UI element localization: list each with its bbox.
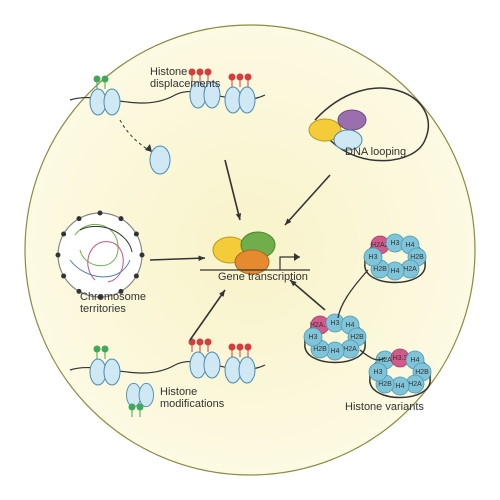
svg-text:H3: H3 (374, 369, 383, 376)
svg-text:H2A: H2A (343, 346, 357, 353)
svg-text:modifications: modifications (160, 398, 225, 410)
svg-text:Histone variants: Histone variants (345, 401, 424, 413)
svg-text:H4: H4 (346, 322, 355, 329)
svg-text:H2B: H2B (378, 381, 392, 388)
svg-text:H3: H3 (309, 334, 318, 341)
svg-text:territories: territories (80, 303, 126, 315)
svg-text:Histone: Histone (160, 386, 197, 398)
svg-text:H4: H4 (391, 268, 400, 275)
diagram-container: { "canvas": { "w": 500, "h": 500, "bg": … (0, 0, 500, 500)
svg-text:H4: H4 (331, 348, 340, 355)
svg-text:DNA looping: DNA looping (345, 146, 406, 158)
svg-text:H2B: H2B (313, 346, 327, 353)
svg-text:displacements: displacements (150, 78, 221, 90)
svg-text:H4: H4 (411, 357, 420, 364)
svg-text:H2A: H2A (403, 266, 417, 273)
svg-text:H2A: H2A (408, 381, 422, 388)
svg-text:H2B: H2B (373, 266, 387, 273)
svg-text:H4: H4 (396, 383, 405, 390)
svg-text:Histone: Histone (150, 66, 187, 78)
svg-text:H3: H3 (331, 320, 340, 327)
diagram-svg: H2AZH3H4H2BH2AH4H2BH3H2A.XH3H4H2BH2AH4H2… (0, 0, 500, 500)
svg-text:H4: H4 (406, 242, 415, 249)
svg-text:H3: H3 (391, 240, 400, 247)
svg-text:Gene transcription: Gene transcription (218, 271, 308, 283)
svg-text:H3.3: H3.3 (393, 355, 408, 362)
svg-text:H3: H3 (369, 254, 378, 261)
svg-text:Chromosome: Chromosome (80, 291, 146, 303)
